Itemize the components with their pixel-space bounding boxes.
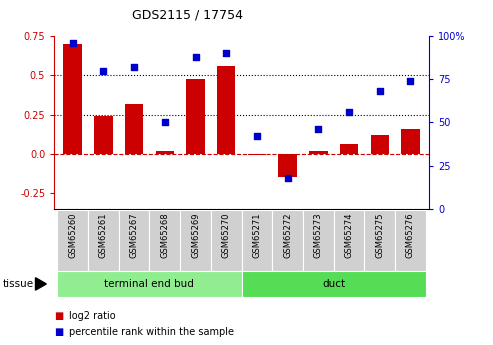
Text: percentile rank within the sample: percentile rank within the sample <box>69 327 234 337</box>
Point <box>222 51 230 56</box>
Bar <box>364 210 395 271</box>
Point <box>161 120 169 125</box>
Bar <box>180 210 211 271</box>
Point <box>100 68 107 73</box>
Bar <box>340 145 358 154</box>
Point <box>69 40 76 46</box>
Point <box>283 175 291 180</box>
Text: GDS2115 / 17754: GDS2115 / 17754 <box>132 9 243 22</box>
Bar <box>279 154 297 177</box>
Point <box>407 78 415 84</box>
Bar <box>242 210 272 271</box>
Text: GSM65274: GSM65274 <box>345 212 353 258</box>
Text: GSM65269: GSM65269 <box>191 212 200 258</box>
Bar <box>88 210 119 271</box>
Bar <box>186 79 205 154</box>
Bar <box>125 104 143 154</box>
Bar <box>119 210 149 271</box>
Bar <box>94 116 112 154</box>
Point <box>130 65 138 70</box>
Bar <box>272 210 303 271</box>
Bar <box>149 210 180 271</box>
Bar <box>371 135 389 154</box>
Text: GSM65270: GSM65270 <box>222 212 231 258</box>
Point <box>192 54 200 60</box>
Bar <box>64 44 82 154</box>
Bar <box>334 210 364 271</box>
Text: GSM65260: GSM65260 <box>68 212 77 258</box>
Bar <box>309 151 327 154</box>
Point <box>315 127 322 132</box>
Text: GSM65273: GSM65273 <box>314 212 323 258</box>
Text: ■: ■ <box>54 311 64 321</box>
Bar <box>247 154 266 155</box>
Point <box>345 109 353 115</box>
Text: log2 ratio: log2 ratio <box>69 311 116 321</box>
Text: tissue: tissue <box>2 279 34 289</box>
Text: terminal end bud: terminal end bud <box>105 279 194 289</box>
Point <box>253 134 261 139</box>
Text: GSM65272: GSM65272 <box>283 212 292 258</box>
Text: GSM65261: GSM65261 <box>99 212 108 258</box>
Bar <box>303 210 334 271</box>
Text: GSM65267: GSM65267 <box>130 212 139 258</box>
Bar <box>57 271 242 297</box>
Text: duct: duct <box>322 279 345 289</box>
Bar <box>217 66 236 154</box>
Text: GSM65275: GSM65275 <box>375 212 384 258</box>
Bar <box>401 129 420 154</box>
Text: GSM65276: GSM65276 <box>406 212 415 258</box>
Bar <box>242 271 426 297</box>
Bar <box>211 210 242 271</box>
Text: GSM65268: GSM65268 <box>160 212 169 258</box>
Bar <box>156 151 174 154</box>
Text: GSM65271: GSM65271 <box>252 212 261 258</box>
Bar <box>395 210 426 271</box>
Bar <box>57 210 88 271</box>
Point <box>376 89 384 94</box>
Text: ■: ■ <box>54 327 64 337</box>
